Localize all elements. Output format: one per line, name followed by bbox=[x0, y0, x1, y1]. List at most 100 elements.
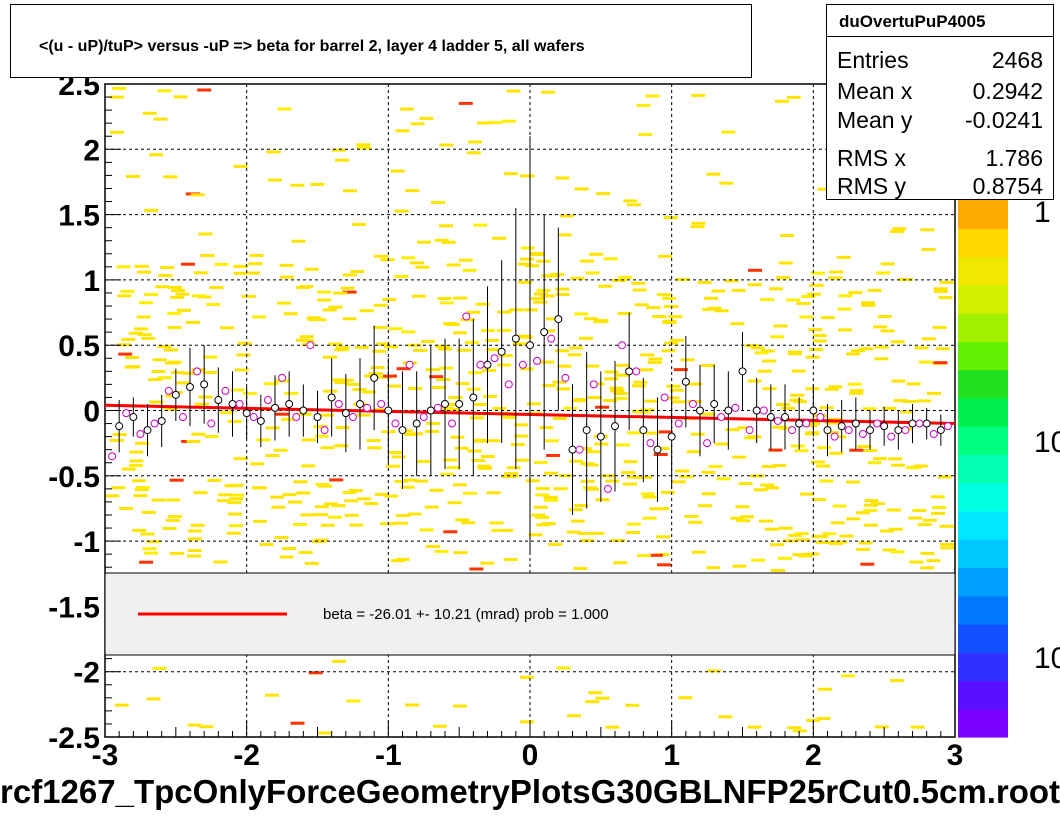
heatmap-cell bbox=[163, 175, 178, 179]
stats-value: 0.2942 bbox=[972, 78, 1043, 104]
heatmap-cell bbox=[543, 496, 558, 499]
heatmap-cell bbox=[224, 484, 239, 488]
data-point-magenta bbox=[405, 360, 414, 369]
heatmap-cell bbox=[111, 486, 126, 490]
heatmap-cell bbox=[474, 403, 489, 406]
heatmap-cell bbox=[735, 505, 750, 509]
heatmap-cell bbox=[290, 183, 305, 187]
colorbar-segment bbox=[958, 341, 1008, 371]
heatmap-cell bbox=[514, 458, 529, 462]
heatmap-cell bbox=[173, 95, 188, 99]
data-point-magenta bbox=[660, 393, 669, 402]
heatmap-cell bbox=[376, 342, 391, 346]
x-tick-label: -1 bbox=[375, 739, 402, 772]
heatmap-cell bbox=[550, 272, 564, 276]
heatmap-cell bbox=[489, 521, 504, 525]
heatmap-cell bbox=[747, 435, 762, 439]
heatmap-cell bbox=[879, 529, 894, 533]
heatmap-cell bbox=[938, 296, 953, 300]
heatmap-cell bbox=[453, 551, 468, 555]
heatmap-cell bbox=[520, 174, 535, 178]
heatmap-cell bbox=[666, 384, 681, 388]
heatmap-cell bbox=[671, 480, 686, 484]
heatmap-cell bbox=[568, 459, 583, 463]
heatmap-cell bbox=[109, 130, 124, 134]
heatmap-cell bbox=[517, 334, 532, 338]
heatmap-cell bbox=[913, 464, 928, 468]
heatmap-cell bbox=[780, 234, 795, 237]
heatmap-cell bbox=[541, 274, 556, 278]
data-point-black bbox=[781, 413, 789, 422]
heatmap-cell bbox=[541, 90, 556, 94]
heatmap-cell bbox=[750, 346, 765, 350]
heatmap-cell bbox=[939, 524, 954, 528]
heatmap-cell bbox=[917, 523, 932, 527]
heatmap-cell bbox=[266, 150, 281, 154]
heatmap-cell bbox=[480, 561, 495, 565]
heatmap-cell bbox=[627, 431, 641, 435]
heatmap-cell bbox=[502, 415, 517, 419]
heatmap-cell bbox=[155, 285, 170, 289]
heatmap-cell bbox=[698, 504, 713, 508]
heatmap-cell bbox=[248, 262, 263, 266]
heatmap-cell bbox=[810, 271, 825, 275]
heatmap-cell bbox=[873, 457, 887, 461]
heatmap-cell bbox=[190, 523, 205, 527]
heatmap-cell bbox=[117, 294, 132, 298]
heatmap-cell bbox=[776, 276, 791, 280]
heatmap-cell bbox=[157, 376, 172, 380]
heatmap-cell bbox=[300, 513, 315, 517]
heatmap-cell bbox=[193, 491, 208, 495]
heatmap-cell bbox=[165, 518, 180, 522]
heatmap-cell bbox=[535, 487, 550, 491]
data-point-magenta bbox=[830, 432, 839, 441]
heatmap-cell bbox=[462, 268, 477, 272]
data-point-magenta bbox=[858, 430, 867, 439]
heatmap-cell bbox=[640, 353, 655, 357]
heatmap-cell bbox=[439, 366, 454, 370]
heatmap-cell bbox=[498, 354, 513, 358]
heatmap-cell bbox=[810, 460, 825, 464]
heatmap-cell bbox=[812, 339, 827, 343]
heatmap-cell bbox=[473, 439, 488, 443]
heatmap-cell bbox=[118, 352, 133, 356]
heatmap-cell bbox=[198, 395, 213, 399]
heatmap-cell bbox=[187, 554, 201, 558]
heatmap-cell bbox=[319, 413, 334, 417]
heatmap-cell bbox=[469, 416, 484, 420]
heatmap-cell bbox=[926, 559, 941, 563]
heatmap-cell bbox=[349, 523, 364, 527]
heatmap-cell bbox=[499, 528, 514, 532]
heatmap-cell bbox=[862, 449, 877, 452]
heatmap-cell bbox=[668, 315, 683, 319]
heatmap-cell bbox=[317, 290, 332, 294]
heatmap-cell bbox=[413, 348, 428, 352]
heatmap-cell bbox=[714, 442, 729, 446]
colorbar-segment bbox=[958, 228, 1008, 258]
heatmap-cell bbox=[510, 443, 525, 447]
heatmap-cell bbox=[655, 447, 670, 450]
heatmap-cell bbox=[121, 337, 136, 341]
y-tick-label: 1 bbox=[83, 265, 100, 298]
heatmap-cell bbox=[250, 462, 264, 466]
heatmap-cell bbox=[388, 451, 403, 455]
heatmap-cell bbox=[891, 463, 906, 467]
heatmap-cell bbox=[151, 498, 166, 502]
heatmap-cell bbox=[623, 460, 638, 464]
data-point-black bbox=[426, 406, 435, 415]
heatmap-cell bbox=[662, 319, 677, 323]
heatmap-cell bbox=[482, 368, 496, 372]
heatmap-cell bbox=[669, 388, 684, 392]
data-point-black bbox=[412, 419, 421, 428]
heatmap-cell bbox=[559, 214, 574, 218]
heatmap-cell bbox=[335, 346, 350, 350]
heatmap-cell bbox=[796, 302, 811, 305]
heatmap-cell bbox=[637, 554, 651, 558]
heatmap-cell bbox=[691, 221, 706, 225]
heatmap-cell bbox=[891, 379, 906, 383]
heatmap-cell bbox=[613, 396, 628, 400]
heatmap-cell bbox=[794, 449, 809, 453]
heatmap-cell bbox=[870, 502, 885, 506]
data-point-magenta bbox=[221, 386, 230, 395]
data-point-magenta bbox=[448, 419, 457, 428]
